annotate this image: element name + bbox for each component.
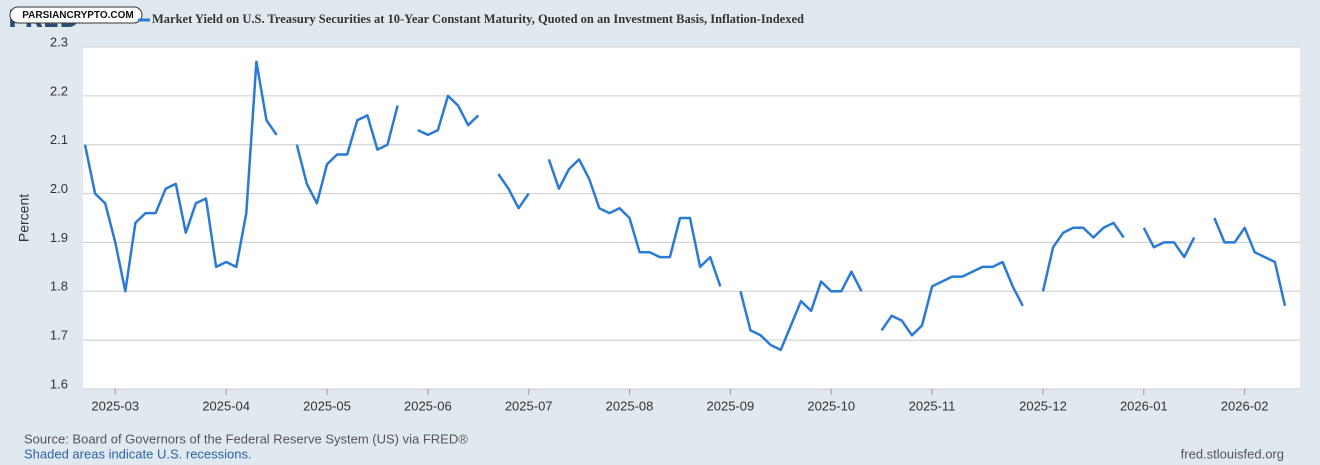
y-tick-label: 1.9 xyxy=(50,230,68,245)
y-tick-label: 1.8 xyxy=(50,279,68,294)
plot-area xyxy=(83,47,1300,389)
x-tick-label: 2025-11 xyxy=(909,398,956,413)
y-tick-label: 2.1 xyxy=(50,132,68,147)
x-tick-label: 2025-06 xyxy=(404,398,452,413)
x-tick-label: 2025-10 xyxy=(807,398,855,413)
recession-note[interactable]: Shaded areas indicate U.S. recessions. xyxy=(24,446,252,461)
x-tick-label: 2025-07 xyxy=(505,398,553,413)
data-line xyxy=(83,60,1287,352)
x-tick-label: 2025-12 xyxy=(1019,398,1067,413)
legend-label: Market Yield on U.S. Treasury Securities… xyxy=(152,12,804,26)
watermark-box xyxy=(9,6,143,24)
y-tick-label: 2.2 xyxy=(50,83,68,98)
y-tick-label: 1.6 xyxy=(50,376,68,391)
y-axis-label: Percent xyxy=(16,194,32,242)
x-tick-label: 2025-04 xyxy=(202,398,250,413)
source: Source: Board of Governors of the Federa… xyxy=(24,431,468,446)
watermark: PARSIANCRYPTO.COM xyxy=(22,10,134,21)
x-tick-label: 2025-03 xyxy=(91,398,139,413)
y-tick-label: 2.0 xyxy=(50,181,68,196)
x-tick-label: 2025-08 xyxy=(606,398,654,413)
site[interactable]: fred.stlouisfed.org xyxy=(1181,446,1284,461)
x-tick-label: 2026-02 xyxy=(1221,398,1269,413)
x-tick-label: 2025-05 xyxy=(303,398,351,413)
y-tick-label: 1.7 xyxy=(50,328,68,343)
y-tick-label: 2.3 xyxy=(50,34,68,49)
x-tick-label: 2026-01 xyxy=(1120,398,1168,413)
x-tick-label: 2025-09 xyxy=(707,398,755,413)
